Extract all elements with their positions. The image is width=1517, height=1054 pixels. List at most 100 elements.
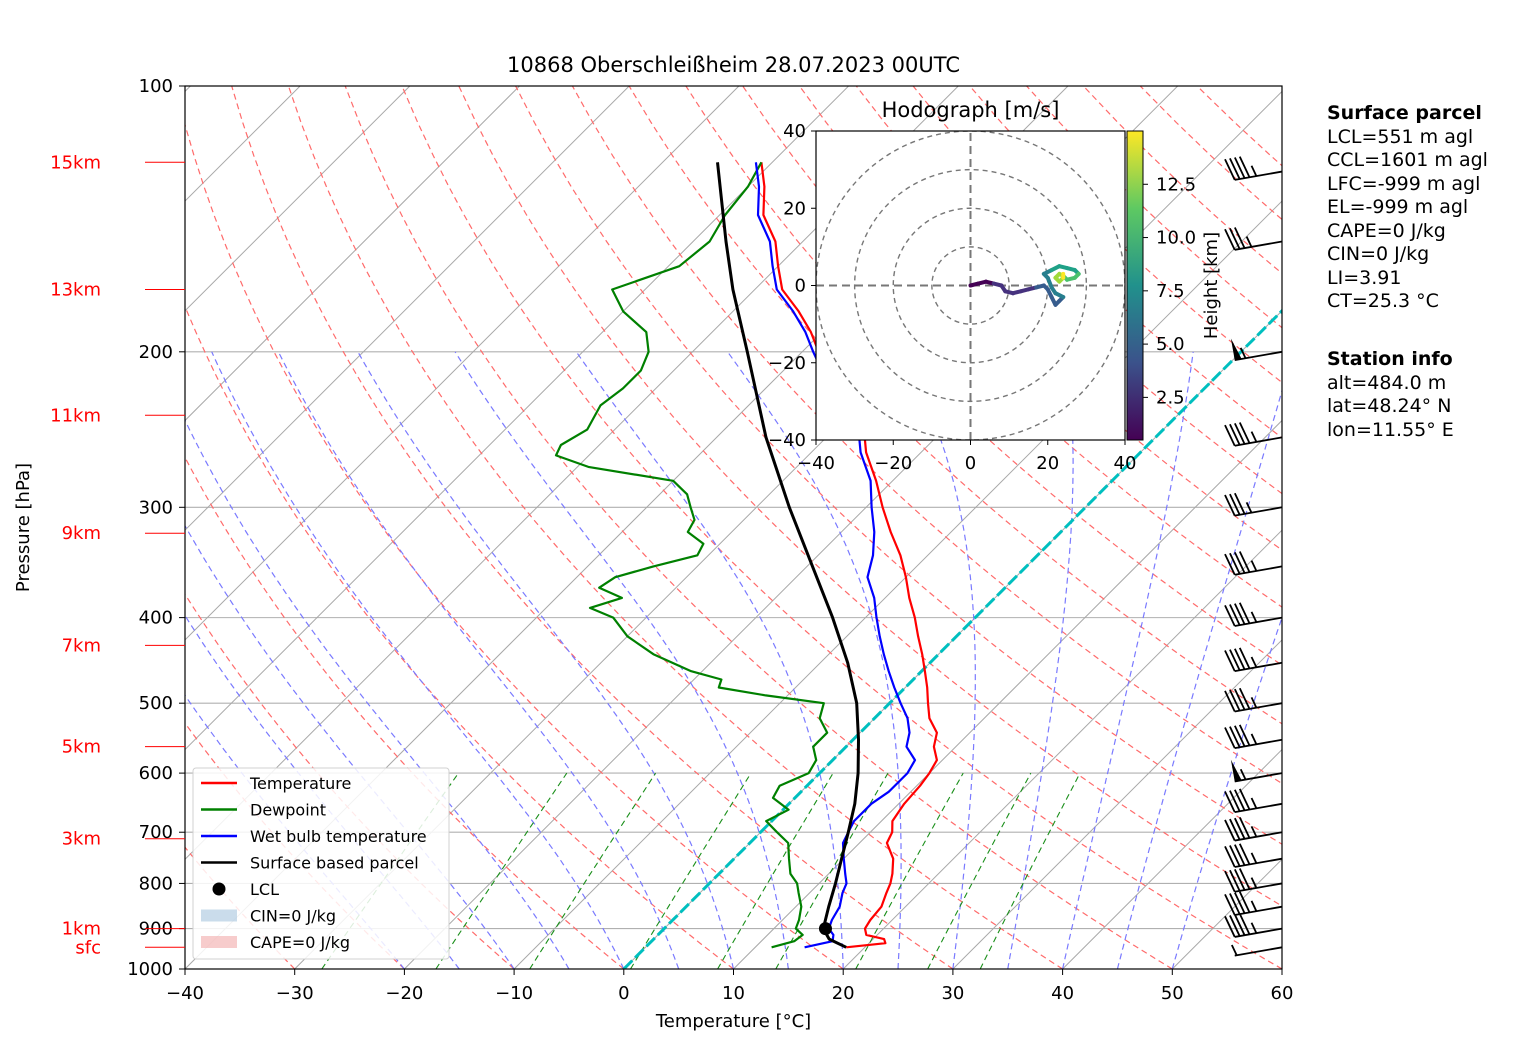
barb-half-feather: [1250, 656, 1258, 668]
x-tick-label: −20: [385, 983, 423, 1004]
station-lat: lat=48.24° N: [1327, 395, 1452, 417]
height-label: 3km: [62, 829, 101, 850]
isotherm-line: [185, 86, 849, 751]
moist-adiabat: [1171, 615, 1282, 969]
parcel-cape: CAPE=0 J/kg: [1327, 219, 1446, 242]
barb-feather: [1234, 817, 1246, 840]
barb-half-feather: [1250, 611, 1258, 623]
barb-pennant: [1230, 338, 1242, 361]
barb-staff: [1234, 565, 1283, 576]
moist-adiabat: [1062, 351, 1194, 969]
wind-barb: [1224, 422, 1283, 447]
barb-feather: [1229, 845, 1241, 867]
barb-feather: [1224, 604, 1236, 627]
hodograph-ring: [931, 246, 1010, 325]
pressure-tick-label: 1000: [127, 959, 173, 980]
mixing-ratio-line: [717, 772, 834, 969]
wind-barb: [1224, 492, 1283, 517]
isotherm-line: [952, 639, 1282, 969]
barb-feather: [1229, 158, 1241, 180]
pressure-tick-label: 700: [139, 822, 173, 843]
series-dewpoint: [554, 161, 829, 949]
barb-feather: [1229, 423, 1241, 446]
barb-feather: [1234, 227, 1246, 249]
barb-half-feather: [1239, 768, 1247, 780]
hodograph-x-tick-label: 20: [1036, 453, 1059, 474]
wind-barb: [1224, 156, 1283, 181]
barb-feather: [1234, 789, 1246, 811]
pressure-tick-label: 400: [139, 608, 173, 629]
hodograph-ring: [892, 207, 1049, 364]
barb-staff: [1234, 616, 1283, 627]
mixing-ratio-line: [630, 772, 752, 969]
barb-feather: [1234, 869, 1246, 891]
barb-staff: [1234, 436, 1283, 447]
barb-feather: [1234, 892, 1246, 914]
legend-label: LCL: [250, 880, 279, 899]
barb-half-feather: [1250, 922, 1258, 934]
barb-half-feather: [1250, 826, 1258, 838]
pressure-tick-label: 200: [139, 342, 173, 363]
barb-half-feather: [1250, 852, 1258, 864]
zero-degree-isotherm: [622, 308, 1282, 969]
barb-half-feather: [1250, 560, 1258, 572]
mixing-ratio-line: [855, 772, 964, 969]
barb-feather: [1224, 553, 1236, 576]
hodograph-y-tick-label: −40: [768, 430, 806, 451]
parcel-ccl: CCL=1601 m agl: [1327, 149, 1488, 171]
dry-adiabat: [344, 86, 1173, 969]
wind-barb: [1230, 759, 1283, 783]
parcel-lfc: LFC=-999 m agl: [1327, 172, 1481, 195]
barb-half-feather: [1250, 733, 1258, 745]
barb-feather: [1238, 602, 1251, 624]
barb-half-feather: [1250, 165, 1258, 177]
height-label: 11km: [50, 405, 101, 426]
hodograph-title: Hodograph [m/s]: [882, 98, 1060, 122]
wind-barb: [1231, 944, 1283, 957]
dry-adiabat: [401, 86, 1282, 969]
barb-staff: [1234, 350, 1283, 362]
barb-feather: [1224, 228, 1236, 251]
isotherm-line: [1062, 748, 1282, 969]
parcel-ct: CT=25.3 °C: [1327, 290, 1439, 312]
legend-label: Wet bulb temperature: [250, 827, 427, 846]
height-label: 13km: [50, 279, 101, 300]
barb-feather: [1234, 688, 1246, 711]
barb-feather: [1229, 726, 1241, 748]
mixing-ratio-line: [435, 772, 568, 969]
wind-barb: [1224, 913, 1283, 938]
legend-label: Surface based parcel: [250, 854, 419, 873]
barb-feather: [1238, 816, 1251, 839]
surface-parcel-header: Surface parcel: [1327, 102, 1482, 124]
legend-box: [192, 767, 450, 960]
wind-barb: [1230, 338, 1283, 362]
y-axis-label: Pressure [hPa]: [13, 463, 34, 592]
barb-feather: [1234, 157, 1246, 179]
barb-feather: [1238, 724, 1251, 746]
barb-staff: [1234, 661, 1283, 673]
wind-barb: [1224, 868, 1283, 893]
barb-half-feather: [1250, 797, 1258, 809]
wind-barb: [1224, 602, 1283, 627]
x-tick-label: 60: [1271, 983, 1294, 1004]
barb-staff: [1234, 170, 1283, 181]
barb-half-feather: [1245, 236, 1253, 248]
wind-barb: [1224, 788, 1283, 814]
x-tick-label: 0: [618, 983, 629, 1004]
barb-feather: [1234, 914, 1246, 936]
wind-barb: [1224, 227, 1283, 251]
hodograph-x-tick-label: −40: [797, 453, 835, 474]
colorbar-tick-label: 7.5: [1156, 281, 1185, 302]
colorbar: [1126, 130, 1144, 441]
barb-staff: [1234, 506, 1283, 517]
height-label: 5km: [62, 737, 101, 758]
colorbar-tick-label: 5.0: [1156, 334, 1185, 355]
barb-staff: [1234, 946, 1283, 957]
legend-swatch: [201, 909, 237, 922]
barb-feather: [1238, 551, 1251, 573]
chart-title: 10868 Oberschleißheim 28.07.2023 00UTC: [507, 53, 960, 77]
x-axis-label: Temperature [°C]: [655, 1011, 811, 1032]
barb-half-feather: [1250, 431, 1258, 443]
barb-feather: [1224, 650, 1236, 672]
barb-feather: [1224, 870, 1236, 893]
